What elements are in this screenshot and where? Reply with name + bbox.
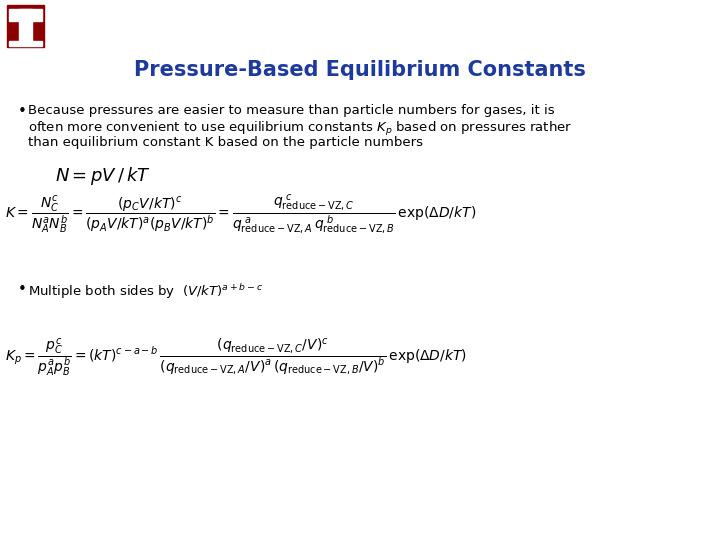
Text: $N = pV\,/\,kT$: $N = pV\,/\,kT$ bbox=[55, 165, 150, 187]
Text: $K = \dfrac{N_C^c}{N_A^a N_B^b} = \dfrac{(p_C V/kT)^c}{(p_A V/kT)^a(p_B V/kT)^b}: $K = \dfrac{N_C^c}{N_A^a N_B^b} = \dfrac… bbox=[5, 192, 476, 236]
Bar bbox=[6, 4, 45, 48]
Text: Multiple both sides by  $\left(V/kT\right)^{a+b-c}$: Multiple both sides by $\left(V/kT\right… bbox=[28, 282, 263, 301]
Bar bbox=[9, 40, 42, 46]
Text: $K_p = \dfrac{p_C^c}{p_A^a p_B^b} = (kT)^{c-a-b}\,\dfrac{(q_{\mathrm{reduce-VZ},: $K_p = \dfrac{p_C^c}{p_A^a p_B^b} = (kT)… bbox=[5, 336, 467, 378]
Text: •: • bbox=[18, 282, 27, 297]
Text: UNIVERSITY®: UNIVERSITY® bbox=[56, 34, 109, 43]
Text: TEMPLE: TEMPLE bbox=[56, 11, 135, 30]
Text: often more convenient to use equilibrium constants $K_p$ based on pressures rath: often more convenient to use equilibrium… bbox=[28, 120, 572, 138]
Text: than equilibrium constant K based on the particle numbers: than equilibrium constant K based on the… bbox=[28, 136, 423, 149]
Bar bbox=[19, 9, 32, 44]
Bar bbox=[9, 9, 42, 21]
Text: Because pressures are easier to measure than particle numbers for gases, it is: Because pressures are easier to measure … bbox=[28, 104, 554, 117]
Text: •: • bbox=[18, 104, 27, 119]
Text: Pressure-Based Equilibrium Constants: Pressure-Based Equilibrium Constants bbox=[134, 60, 586, 80]
Bar bbox=[7, 5, 44, 47]
